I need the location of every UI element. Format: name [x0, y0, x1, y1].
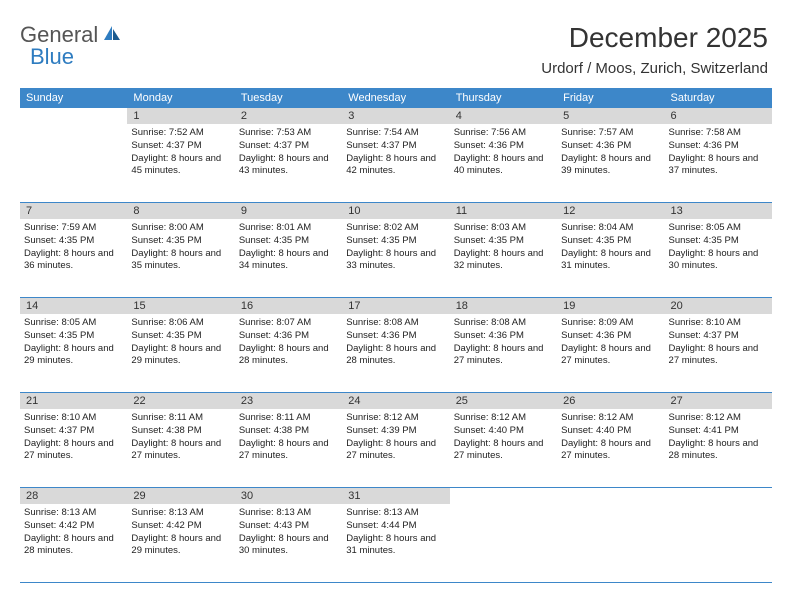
header-thursday: Thursday: [450, 88, 557, 108]
day-cell: Sunrise: 8:12 AM Sunset: 4:41 PM Dayligh…: [665, 409, 772, 487]
day-cell: Sunrise: 8:10 AM Sunset: 4:37 PM Dayligh…: [20, 409, 127, 487]
day-number: [450, 488, 557, 504]
location-text: Urdorf / Moos, Zurich, Switzerland: [541, 60, 768, 77]
day-cell: Sunrise: 8:08 AM Sunset: 4:36 PM Dayligh…: [450, 314, 557, 392]
calendar-table: Sunday Monday Tuesday Wednesday Thursday…: [20, 88, 772, 583]
sail-icon: [102, 24, 122, 47]
day-cell: Sunrise: 7:56 AM Sunset: 4:36 PM Dayligh…: [450, 124, 557, 202]
day-cell: Sunrise: 8:11 AM Sunset: 4:38 PM Dayligh…: [235, 409, 342, 487]
daynum-row: 78910111213: [20, 203, 772, 219]
week-row: Sunrise: 8:10 AM Sunset: 4:37 PM Dayligh…: [20, 409, 772, 488]
day-cell: Sunrise: 7:59 AM Sunset: 4:35 PM Dayligh…: [20, 219, 127, 297]
page-title: December 2025: [569, 22, 768, 54]
day-cell: [665, 504, 772, 582]
day-number: 1: [127, 108, 234, 124]
day-number: [557, 488, 664, 504]
day-cell: Sunrise: 8:00 AM Sunset: 4:35 PM Dayligh…: [127, 219, 234, 297]
day-number: 30: [235, 488, 342, 504]
day-number: 2: [235, 108, 342, 124]
day-number: 16: [235, 298, 342, 314]
day-number: 18: [450, 298, 557, 314]
day-cell: Sunrise: 7:54 AM Sunset: 4:37 PM Dayligh…: [342, 124, 449, 202]
day-number: 7: [20, 203, 127, 219]
day-number: 23: [235, 393, 342, 409]
day-number: 25: [450, 393, 557, 409]
day-cell: Sunrise: 8:08 AM Sunset: 4:36 PM Dayligh…: [342, 314, 449, 392]
day-cell: Sunrise: 7:58 AM Sunset: 4:36 PM Dayligh…: [665, 124, 772, 202]
day-number: 20: [665, 298, 772, 314]
day-cell: Sunrise: 8:13 AM Sunset: 4:43 PM Dayligh…: [235, 504, 342, 582]
day-cell: Sunrise: 8:10 AM Sunset: 4:37 PM Dayligh…: [665, 314, 772, 392]
day-cell: Sunrise: 8:06 AM Sunset: 4:35 PM Dayligh…: [127, 314, 234, 392]
day-number: 12: [557, 203, 664, 219]
day-number: 17: [342, 298, 449, 314]
day-cell: Sunrise: 8:12 AM Sunset: 4:40 PM Dayligh…: [450, 409, 557, 487]
day-number: 4: [450, 108, 557, 124]
day-cell: Sunrise: 8:01 AM Sunset: 4:35 PM Dayligh…: [235, 219, 342, 297]
day-number: 11: [450, 203, 557, 219]
day-number: 14: [20, 298, 127, 314]
day-cell: Sunrise: 7:53 AM Sunset: 4:37 PM Dayligh…: [235, 124, 342, 202]
day-number: 31: [342, 488, 449, 504]
day-cell: Sunrise: 8:05 AM Sunset: 4:35 PM Dayligh…: [20, 314, 127, 392]
daynum-row: 28293031: [20, 488, 772, 504]
day-number: [20, 108, 127, 124]
day-cell: Sunrise: 8:05 AM Sunset: 4:35 PM Dayligh…: [665, 219, 772, 297]
day-number: 22: [127, 393, 234, 409]
day-cell: Sunrise: 8:13 AM Sunset: 4:42 PM Dayligh…: [127, 504, 234, 582]
day-cell: [557, 504, 664, 582]
day-cell: Sunrise: 7:52 AM Sunset: 4:37 PM Dayligh…: [127, 124, 234, 202]
day-number: 28: [20, 488, 127, 504]
day-number: 9: [235, 203, 342, 219]
header-wednesday: Wednesday: [342, 88, 449, 108]
week-row: Sunrise: 8:13 AM Sunset: 4:42 PM Dayligh…: [20, 504, 772, 583]
header-monday: Monday: [127, 88, 234, 108]
day-number: 21: [20, 393, 127, 409]
week-row: Sunrise: 7:59 AM Sunset: 4:35 PM Dayligh…: [20, 219, 772, 298]
day-number: 13: [665, 203, 772, 219]
day-cell: Sunrise: 8:12 AM Sunset: 4:40 PM Dayligh…: [557, 409, 664, 487]
day-number: 15: [127, 298, 234, 314]
header-saturday: Saturday: [665, 88, 772, 108]
logo-text-blue: Blue: [30, 44, 74, 70]
day-cell: [20, 124, 127, 202]
day-number: 10: [342, 203, 449, 219]
day-number: 5: [557, 108, 664, 124]
calendar-header-row: Sunday Monday Tuesday Wednesday Thursday…: [20, 88, 772, 108]
day-cell: Sunrise: 8:09 AM Sunset: 4:36 PM Dayligh…: [557, 314, 664, 392]
day-number: 29: [127, 488, 234, 504]
day-number: 6: [665, 108, 772, 124]
header-friday: Friday: [557, 88, 664, 108]
day-number: 27: [665, 393, 772, 409]
day-cell: [450, 504, 557, 582]
daynum-row: 21222324252627: [20, 393, 772, 409]
day-number: 26: [557, 393, 664, 409]
day-cell: Sunrise: 8:04 AM Sunset: 4:35 PM Dayligh…: [557, 219, 664, 297]
header-tuesday: Tuesday: [235, 88, 342, 108]
daynum-row: 123456: [20, 108, 772, 124]
day-cell: Sunrise: 8:13 AM Sunset: 4:44 PM Dayligh…: [342, 504, 449, 582]
week-row: Sunrise: 7:52 AM Sunset: 4:37 PM Dayligh…: [20, 124, 772, 203]
day-cell: Sunrise: 8:13 AM Sunset: 4:42 PM Dayligh…: [20, 504, 127, 582]
day-number: 19: [557, 298, 664, 314]
day-cell: Sunrise: 8:07 AM Sunset: 4:36 PM Dayligh…: [235, 314, 342, 392]
daynum-row: 14151617181920: [20, 298, 772, 314]
day-number: [665, 488, 772, 504]
week-row: Sunrise: 8:05 AM Sunset: 4:35 PM Dayligh…: [20, 314, 772, 393]
header-sunday: Sunday: [20, 88, 127, 108]
day-number: 3: [342, 108, 449, 124]
day-cell: Sunrise: 8:12 AM Sunset: 4:39 PM Dayligh…: [342, 409, 449, 487]
day-cell: Sunrise: 8:02 AM Sunset: 4:35 PM Dayligh…: [342, 219, 449, 297]
day-number: 8: [127, 203, 234, 219]
day-cell: Sunrise: 8:03 AM Sunset: 4:35 PM Dayligh…: [450, 219, 557, 297]
day-cell: Sunrise: 7:57 AM Sunset: 4:36 PM Dayligh…: [557, 124, 664, 202]
day-cell: Sunrise: 8:11 AM Sunset: 4:38 PM Dayligh…: [127, 409, 234, 487]
day-number: 24: [342, 393, 449, 409]
